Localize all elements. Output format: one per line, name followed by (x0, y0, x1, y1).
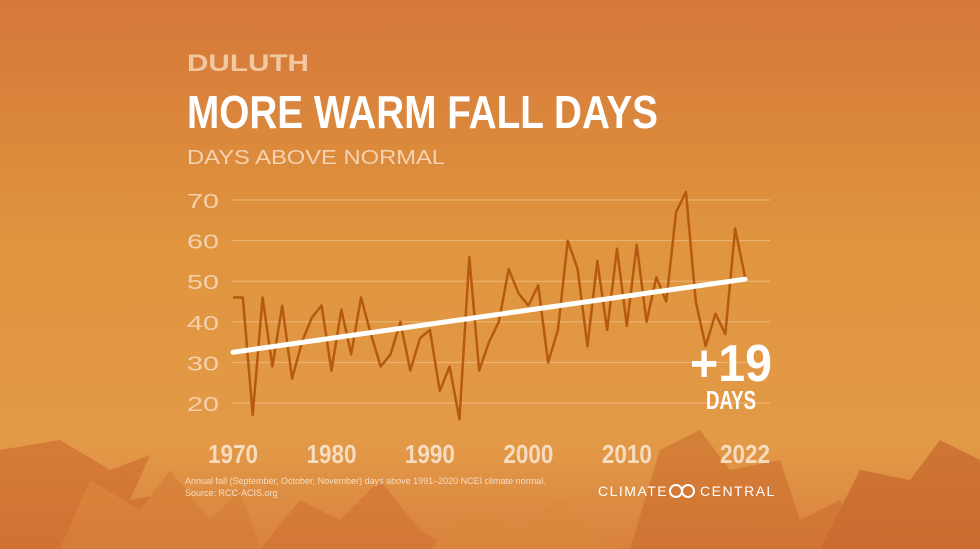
logo-left: CLIMATE (598, 483, 668, 499)
logo-icon (669, 484, 695, 498)
x-tick-label: 1980 (306, 439, 356, 469)
x-tick-label: 1970 (208, 439, 258, 469)
annotation-value: +19 (690, 335, 772, 393)
y-tick-label: 20 (187, 394, 219, 416)
logo-right: CENTRAL (700, 483, 776, 499)
x-tick-label: 2000 (503, 439, 553, 469)
note: Annual fall (September, October, Novembe… (185, 476, 546, 486)
source: Source: RCC-ACIS.org (185, 488, 278, 498)
x-tick-label: 2022 (720, 439, 770, 469)
annotation-unit: DAYS (706, 385, 756, 415)
y-axis-label: DAYS ABOVE NORMAL (187, 147, 445, 169)
y-tick-label: 50 (187, 272, 219, 294)
trend-line (230, 276, 748, 355)
x-tick-label: 1990 (405, 439, 455, 469)
y-tick-label: 70 (187, 191, 219, 213)
x-tick-label: 2010 (602, 439, 652, 469)
data-line (233, 190, 747, 421)
y-tick-label: 40 (187, 313, 219, 335)
y-tick-label: 30 (187, 353, 219, 375)
y-tick-label: 60 (187, 232, 219, 254)
leaves (0, 430, 980, 549)
kicker: DULUTH (187, 50, 309, 77)
chart-title: MORE WARM FALL DAYS (187, 86, 658, 138)
